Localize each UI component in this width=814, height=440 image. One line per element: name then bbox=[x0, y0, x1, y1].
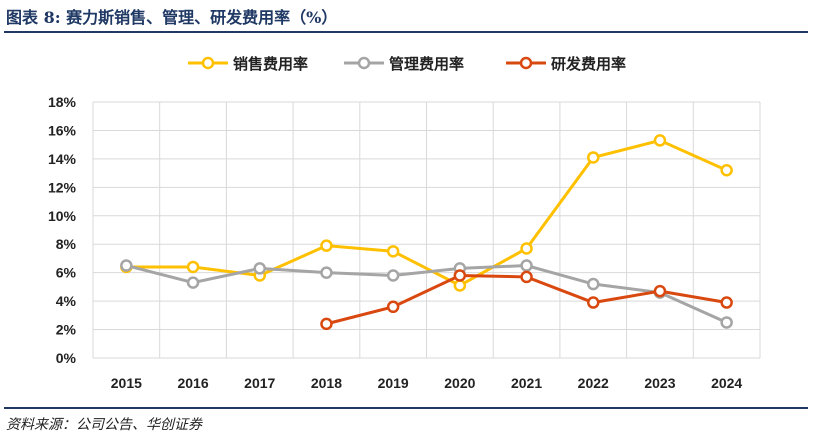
y-tick-label: 4% bbox=[56, 293, 77, 309]
x-tick-label: 2015 bbox=[111, 375, 142, 391]
data-point bbox=[653, 134, 667, 147]
data-point bbox=[386, 269, 400, 282]
source-note: 资料来源：公司公告、华创证券 bbox=[6, 417, 202, 433]
y-tick-label: 16% bbox=[48, 122, 77, 138]
data-point bbox=[320, 239, 333, 252]
data-point bbox=[453, 279, 467, 292]
x-tick-label: 2021 bbox=[511, 375, 542, 391]
title-rule bbox=[4, 31, 808, 33]
source-rule bbox=[4, 407, 808, 409]
data-point bbox=[520, 242, 533, 255]
y-tick-label: 0% bbox=[56, 350, 77, 366]
y-tick-label: 12% bbox=[48, 179, 77, 195]
x-tick-label: 2017 bbox=[244, 375, 275, 391]
x-tick-label: 2022 bbox=[578, 375, 609, 391]
data-point bbox=[320, 317, 333, 331]
legend-marker-1 bbox=[357, 56, 371, 70]
data-point bbox=[120, 259, 133, 272]
data-point bbox=[320, 266, 333, 279]
figure-title: 图表 8: 赛力斯销售、管理、研发费用率（%） bbox=[6, 8, 338, 27]
x-tick-label: 2019 bbox=[378, 375, 409, 391]
data-point bbox=[653, 284, 667, 298]
y-tick-label: 8% bbox=[56, 236, 77, 252]
x-tick-label: 2024 bbox=[711, 375, 742, 391]
y-tick-label: 6% bbox=[56, 265, 77, 281]
x-tick-label: 2023 bbox=[644, 375, 675, 391]
data-point bbox=[520, 259, 533, 272]
data-point bbox=[386, 300, 400, 314]
data-point bbox=[587, 296, 600, 309]
legend-label: 管理费用率 bbox=[389, 55, 464, 73]
data-point bbox=[587, 151, 600, 164]
data-point bbox=[520, 270, 533, 284]
y-tick-label: 10% bbox=[48, 208, 77, 224]
data-point bbox=[253, 262, 266, 275]
series-line-1 bbox=[125, 264, 728, 324]
x-tick-label: 2020 bbox=[444, 375, 475, 391]
legend-label: 研发费用率 bbox=[551, 55, 626, 73]
data-point bbox=[186, 260, 200, 274]
y-tick-label: 18% bbox=[48, 94, 77, 110]
y-tick-label: 2% bbox=[56, 322, 77, 338]
y-tick-label: 14% bbox=[48, 151, 77, 167]
legend-marker-2 bbox=[519, 56, 533, 70]
x-tick-label: 2018 bbox=[311, 375, 342, 391]
data-point bbox=[186, 276, 200, 289]
data-point bbox=[720, 164, 733, 177]
data-point bbox=[453, 269, 467, 282]
legend-label: 销售费用率 bbox=[233, 55, 308, 73]
series-line-0 bbox=[126, 138, 728, 288]
legend-marker-0 bbox=[201, 56, 215, 70]
data-point bbox=[720, 296, 733, 309]
data-point bbox=[720, 316, 733, 329]
data-point bbox=[587, 277, 600, 291]
data-point bbox=[386, 245, 400, 258]
x-tick-label: 2016 bbox=[177, 375, 208, 391]
